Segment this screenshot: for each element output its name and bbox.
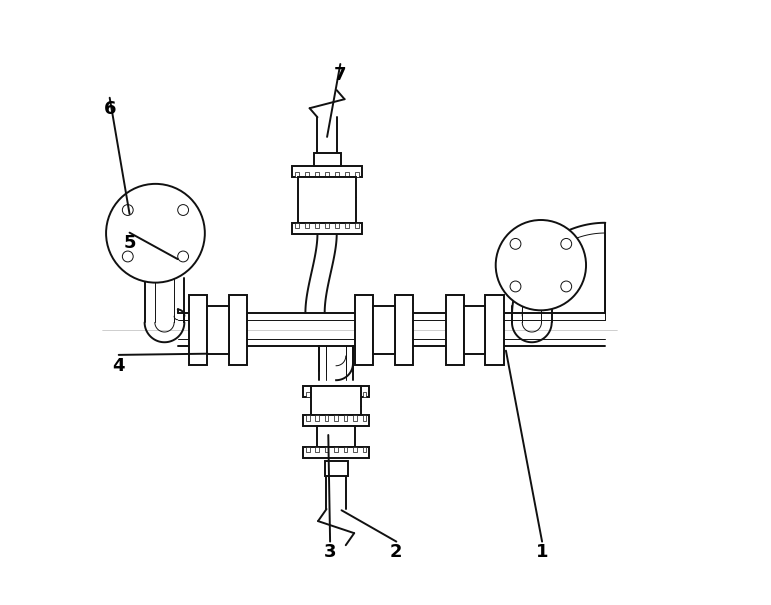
Bar bbox=[362, 447, 366, 453]
Bar bbox=[305, 223, 309, 229]
Text: 6: 6 bbox=[103, 100, 116, 117]
Bar bbox=[353, 391, 357, 397]
Bar bbox=[311, 386, 362, 415]
Bar bbox=[229, 295, 247, 365]
Text: 2: 2 bbox=[390, 543, 402, 561]
Bar bbox=[362, 391, 366, 397]
Circle shape bbox=[496, 220, 586, 310]
Circle shape bbox=[510, 281, 521, 292]
Text: 5: 5 bbox=[123, 235, 136, 252]
Circle shape bbox=[177, 251, 189, 262]
Circle shape bbox=[561, 238, 571, 249]
Bar bbox=[315, 447, 319, 453]
Bar bbox=[344, 415, 348, 420]
Bar bbox=[464, 306, 486, 354]
Bar bbox=[335, 415, 338, 420]
Bar bbox=[355, 223, 359, 229]
Text: 4: 4 bbox=[113, 357, 125, 374]
Bar bbox=[315, 391, 319, 397]
Bar bbox=[335, 447, 338, 453]
Bar bbox=[353, 447, 357, 453]
Bar bbox=[335, 172, 339, 177]
Circle shape bbox=[510, 238, 521, 249]
Bar bbox=[355, 172, 359, 177]
Bar bbox=[353, 415, 357, 420]
Bar bbox=[446, 295, 464, 365]
Circle shape bbox=[561, 281, 571, 292]
Circle shape bbox=[123, 204, 133, 215]
Bar bbox=[325, 447, 328, 453]
Bar bbox=[306, 415, 309, 420]
Bar bbox=[344, 391, 348, 397]
Text: 7: 7 bbox=[334, 66, 347, 84]
Text: 1: 1 bbox=[536, 543, 548, 561]
Bar bbox=[362, 415, 366, 420]
Bar bbox=[335, 391, 338, 397]
Bar bbox=[335, 223, 339, 229]
Bar bbox=[373, 306, 395, 354]
Bar bbox=[315, 172, 319, 177]
Bar bbox=[325, 461, 348, 476]
Circle shape bbox=[123, 251, 133, 262]
Bar bbox=[306, 391, 309, 397]
Bar bbox=[292, 223, 362, 234]
Bar bbox=[292, 166, 362, 177]
Text: 3: 3 bbox=[324, 543, 336, 561]
Bar bbox=[325, 415, 328, 420]
Bar bbox=[395, 295, 413, 365]
Bar bbox=[355, 295, 373, 365]
Bar bbox=[345, 223, 349, 229]
Bar bbox=[344, 447, 348, 453]
Bar bbox=[325, 223, 329, 229]
Bar bbox=[305, 172, 309, 177]
Bar bbox=[325, 172, 329, 177]
Bar bbox=[486, 295, 503, 365]
Bar bbox=[345, 172, 349, 177]
Bar bbox=[325, 391, 328, 397]
Bar bbox=[303, 447, 369, 458]
Bar bbox=[295, 223, 299, 229]
Circle shape bbox=[106, 184, 205, 283]
Bar bbox=[306, 447, 309, 453]
Bar bbox=[303, 415, 369, 426]
Circle shape bbox=[177, 204, 189, 215]
Bar bbox=[314, 154, 341, 166]
Bar bbox=[303, 386, 369, 397]
Bar bbox=[315, 415, 319, 420]
Bar bbox=[317, 426, 355, 447]
Bar bbox=[189, 295, 207, 365]
Bar bbox=[298, 177, 356, 223]
Bar bbox=[207, 306, 229, 354]
Bar bbox=[295, 172, 299, 177]
Bar bbox=[315, 223, 319, 229]
